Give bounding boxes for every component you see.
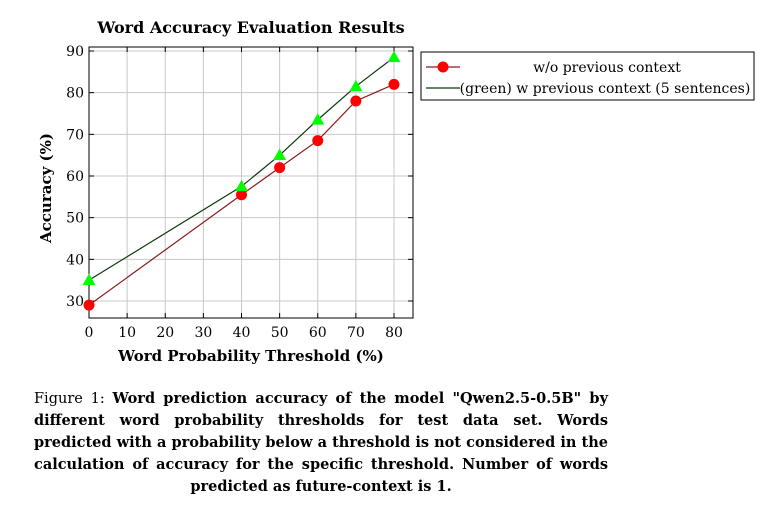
y-tick-label: 30: [66, 294, 84, 310]
series-line: [88, 83, 395, 306]
data-point: [236, 189, 247, 201]
caption-text: Word prediction accuracy of the model "Q…: [34, 390, 608, 495]
chart: Word Accuracy Evaluation Results 0 10 20 30…: [37, 18, 755, 365]
data-point: [312, 135, 324, 147]
y-axis-ticks: 30 40 50 60 70 80 90: [66, 44, 84, 310]
x-tick-label: 70: [347, 325, 365, 341]
x-tick-label: 80: [385, 325, 403, 341]
y-tick-label: 60: [66, 169, 84, 185]
y-tick-label: 50: [66, 211, 84, 227]
data-point: [82, 273, 96, 286]
data-point: [83, 299, 95, 311]
x-tick-label: 20: [156, 325, 174, 341]
y-tick-label: 40: [66, 252, 84, 268]
data-point: [235, 179, 248, 192]
data-point: [274, 162, 286, 174]
x-tick-label: 10: [118, 325, 136, 341]
series-layer: [82, 50, 401, 311]
legend-box: [420, 51, 755, 101]
chart-title: Word Accuracy Evaluation Results: [96, 18, 404, 37]
data-point: [349, 79, 363, 92]
x-tick-label: 60: [309, 325, 327, 341]
data-point: [387, 50, 401, 63]
caption-label: Figure 1:: [34, 391, 105, 407]
legend-label-w-context: (green) w previous context (5 sentences): [460, 81, 751, 97]
legend-marker-wo-context: [437, 61, 449, 73]
data-point: [273, 148, 287, 161]
y-axis-label: Accuracy (%): [37, 133, 55, 244]
data-point: [311, 113, 325, 125]
x-tick-label: 30: [194, 325, 212, 341]
legend-label-wo-context: w/o previous context: [533, 60, 681, 76]
y-tick-label: 80: [66, 86, 84, 102]
series-0: [83, 78, 400, 311]
axes: [88, 46, 414, 319]
data-point: [388, 78, 400, 90]
y-tick-label: 70: [66, 127, 84, 143]
x-tick-label: 50: [271, 325, 289, 341]
x-tick-label: 40: [233, 325, 251, 341]
x-tick-label: 0: [85, 325, 94, 341]
grid: [88, 47, 413, 318]
series-line: [88, 56, 395, 281]
data-point: [350, 95, 362, 107]
x-axis-label: Word Probability Threshold (%): [117, 347, 384, 365]
y-tick-label: 90: [66, 44, 84, 60]
series-1: [82, 50, 401, 286]
figure-caption: Figure 1: Word prediction accuracy of th…: [34, 388, 608, 498]
legend: w/o previous context (green) w previous …: [420, 51, 755, 101]
x-axis-ticks: 0 10 20 30 40 50 60 70 80: [85, 325, 403, 341]
plot-frame: [88, 46, 414, 319]
